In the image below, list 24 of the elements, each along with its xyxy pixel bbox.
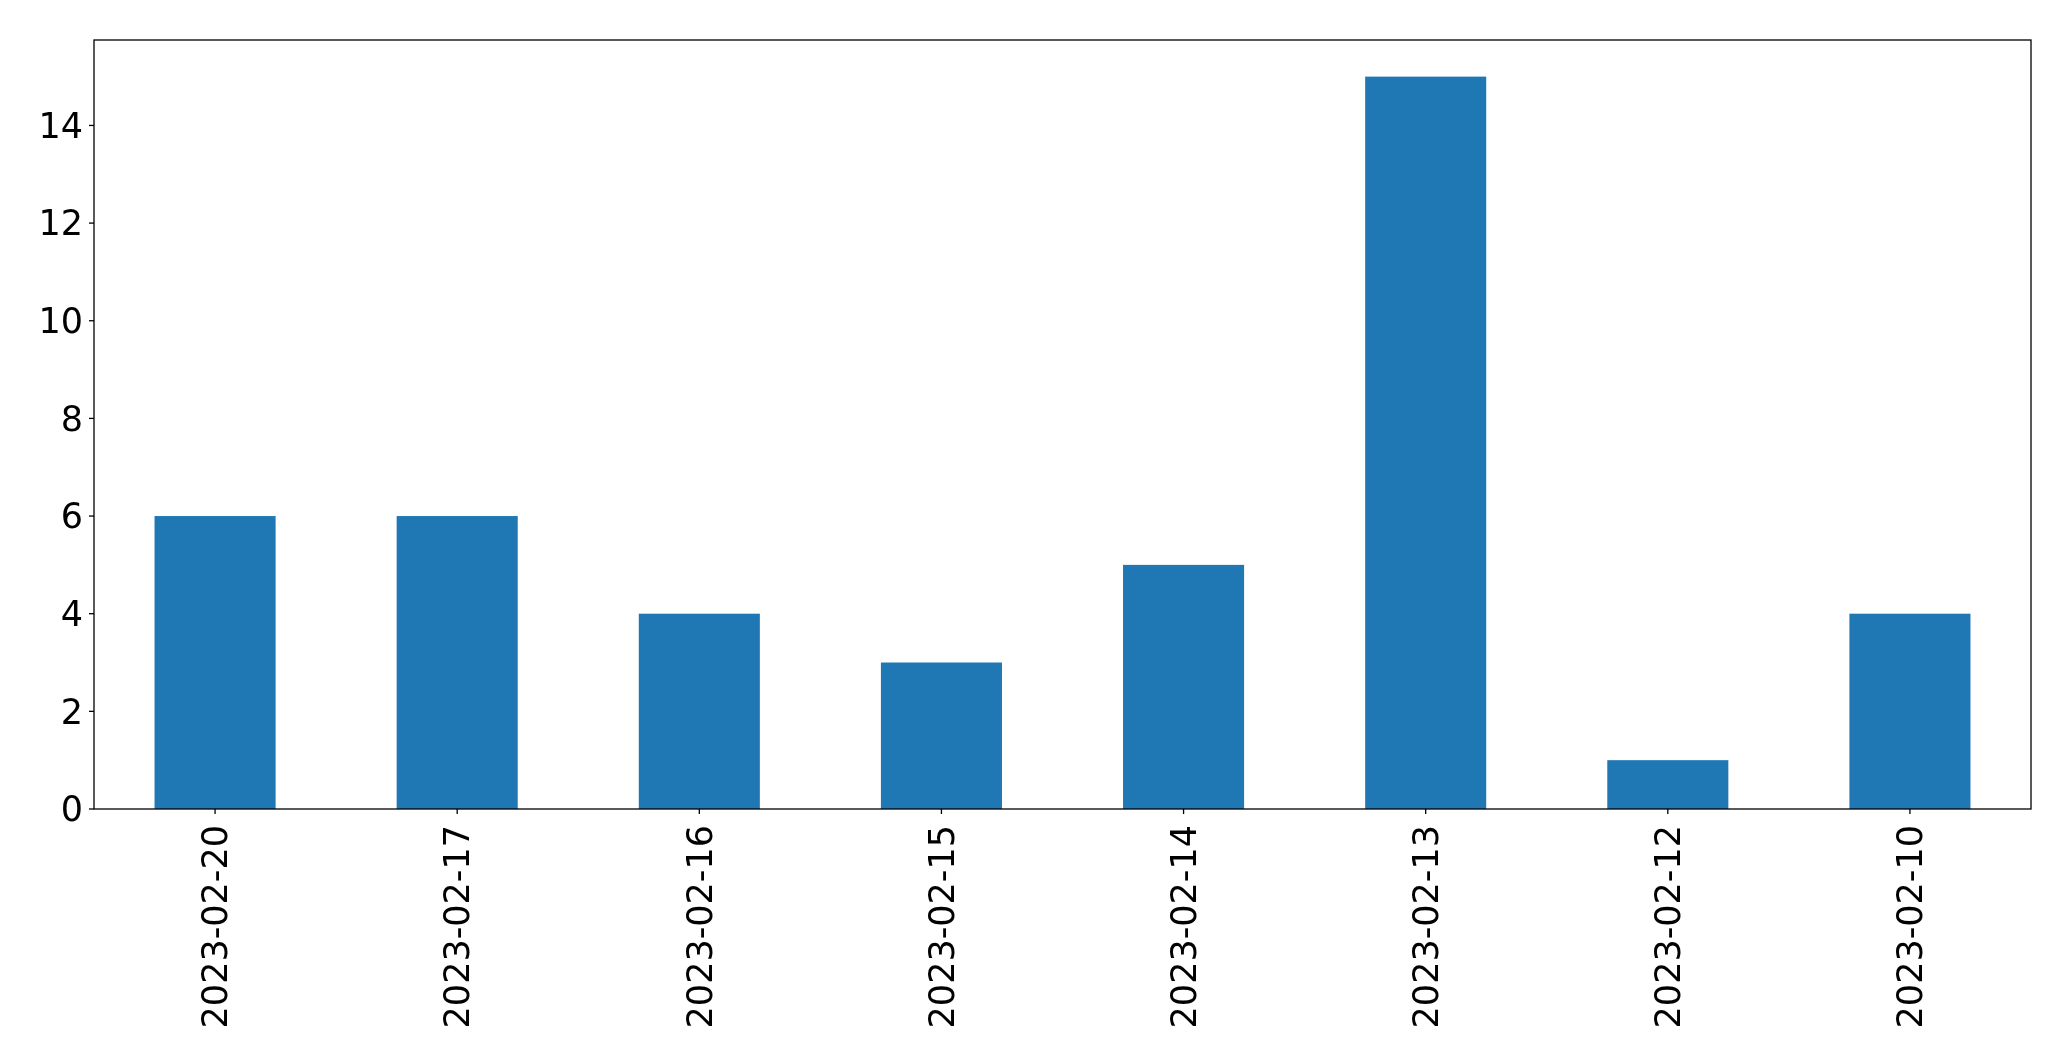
y-tick-label: 14 xyxy=(38,105,83,146)
x-tick-label: 2023-02-12 xyxy=(1648,825,1689,1029)
y-tick-label: 4 xyxy=(60,593,83,634)
x-tick-label: 2023-02-15 xyxy=(921,825,962,1029)
bar xyxy=(1365,76,1487,809)
bar xyxy=(1849,613,1971,809)
bar xyxy=(154,516,276,809)
y-tick-label: 2 xyxy=(60,691,83,732)
x-tick-label: 2023-02-10 xyxy=(1890,825,1931,1029)
x-tick-label: 2023-02-14 xyxy=(1163,825,1204,1029)
y-tick-label: 6 xyxy=(60,496,83,537)
x-tick-label: 2023-02-17 xyxy=(437,825,478,1029)
bar xyxy=(638,613,760,809)
bar xyxy=(1123,564,1245,809)
x-tick-label: 2023-02-13 xyxy=(1405,825,1446,1029)
y-tick-label: 0 xyxy=(60,789,83,830)
y-tick-label: 10 xyxy=(38,301,83,341)
y-tick-label: 12 xyxy=(38,203,83,244)
bar xyxy=(1607,760,1729,809)
bar xyxy=(396,516,518,809)
y-tick-label: 8 xyxy=(60,398,83,439)
bar xyxy=(880,662,1002,809)
x-tick-label: 2023-02-16 xyxy=(679,825,720,1029)
x-tick-label: 2023-02-20 xyxy=(195,825,236,1029)
